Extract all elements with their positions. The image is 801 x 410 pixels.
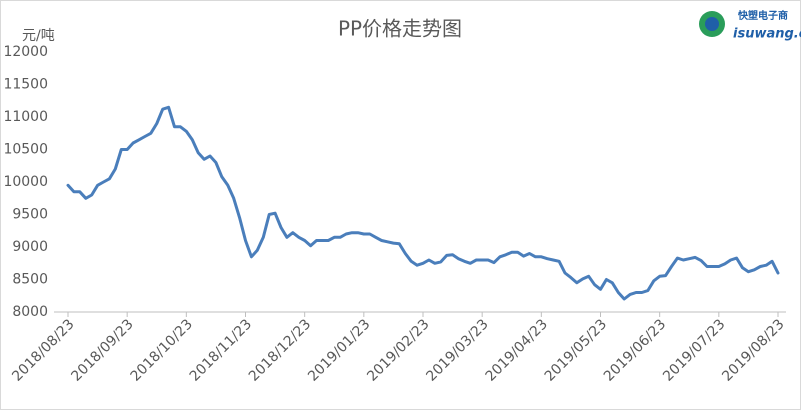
y-tick-label: 10500 (3, 142, 48, 158)
y-tick-label: 11500 (3, 77, 48, 93)
y-tick-label: 8500 (12, 272, 48, 288)
line-series (66, 105, 780, 301)
logo-icon-inner (705, 17, 719, 31)
y-tick-label: 8000 (12, 304, 48, 320)
y-tick-label: 9000 (12, 239, 48, 255)
logo-name: 快塑电子商 (737, 9, 788, 22)
logo-site: isuwang.co (733, 27, 801, 42)
y-tick-label: 9500 (12, 207, 48, 223)
logo: 快塑电子商 isuwang.co (699, 9, 801, 42)
y-tick-label: 12000 (3, 44, 48, 60)
y-tick-label: 11000 (3, 109, 48, 125)
chart-title: PP价格走势图 (338, 17, 462, 41)
y-axis-label: 元/吨 (22, 28, 55, 44)
y-tick-label: 10000 (3, 174, 48, 190)
